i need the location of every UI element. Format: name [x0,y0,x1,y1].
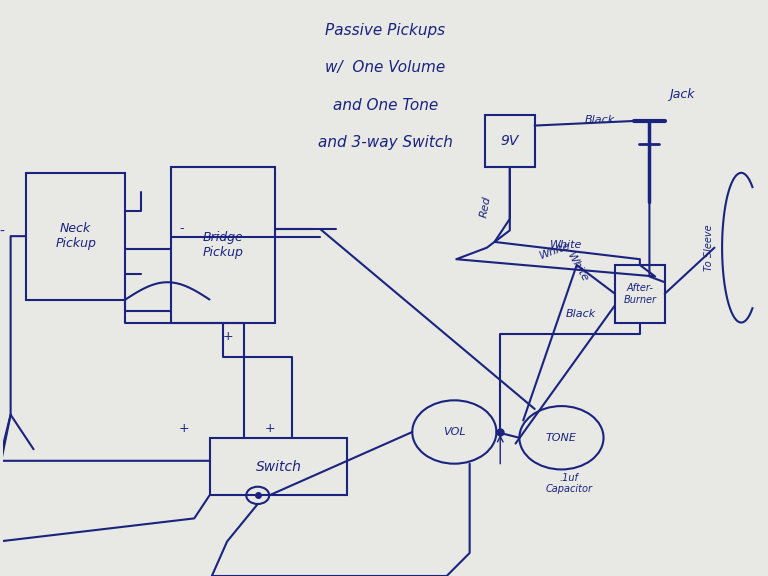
Text: -: - [179,222,184,236]
Text: +: + [265,422,275,435]
Text: Passive Pickups: Passive Pickups [326,23,445,38]
Text: and 3-way Switch: and 3-way Switch [318,135,453,150]
Text: 9V: 9V [501,134,519,148]
Text: White: White [565,251,590,284]
Text: Red: Red [479,195,493,218]
Text: TONE: TONE [546,433,577,443]
Text: Jack: Jack [669,88,694,101]
Text: White: White [550,240,582,249]
Text: Bridge
Pickup: Bridge Pickup [203,231,243,259]
Bar [615,265,665,323]
Text: w/  One Volume: w/ One Volume [326,60,445,75]
Text: Black: Black [565,309,595,319]
Bar [210,438,347,495]
Text: VOL: VOL [443,427,465,437]
Text: .1uf
Capacitor: .1uf Capacitor [545,473,593,494]
Text: +: + [179,422,190,435]
Text: After-
Burner: After- Burner [624,283,657,305]
Text: -: - [0,225,4,239]
Text: Black: Black [584,115,614,125]
Text: -: - [215,229,220,239]
Text: To Sleeve: To Sleeve [704,225,714,271]
Bar [26,173,125,300]
Text: and One Tone: and One Tone [333,98,438,113]
Bar [485,115,535,167]
Text: +: + [223,330,233,343]
Text: Switch: Switch [256,460,301,473]
Text: White: White [538,241,572,261]
Text: Neck
Pickup: Neck Pickup [55,222,96,250]
Bar [171,167,274,323]
